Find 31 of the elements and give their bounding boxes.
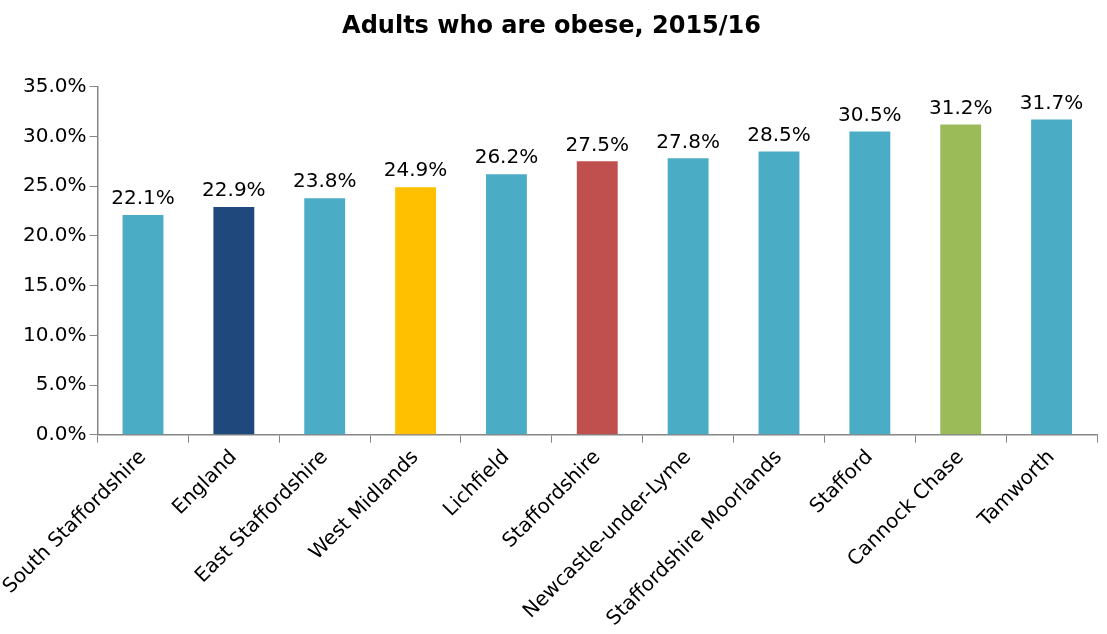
- data-label: 23.8%: [292, 168, 357, 193]
- bar: [122, 215, 164, 435]
- data-label: 27.5%: [565, 131, 630, 156]
- y-tick-label: 0.0%: [35, 420, 87, 445]
- data-label: 28.5%: [747, 121, 811, 146]
- y-tick-label: 20.0%: [23, 222, 87, 247]
- bar: [213, 207, 255, 435]
- y-tick-label: 30.0%: [23, 122, 87, 147]
- data-label: 24.9%: [383, 157, 448, 182]
- data-label: 22.1%: [111, 185, 175, 210]
- bar: [395, 187, 436, 435]
- data-label: 30.5%: [838, 101, 902, 126]
- bar: [849, 131, 891, 435]
- bar: [667, 158, 709, 435]
- data-label: 22.9%: [202, 177, 266, 202]
- data-label: 31.7%: [1019, 89, 1084, 114]
- y-tick-label: 10.0%: [23, 321, 87, 346]
- bar: [304, 198, 346, 435]
- data-label: 31.2%: [928, 94, 993, 119]
- bar: [1031, 119, 1073, 435]
- y-tick-label: 15.0%: [23, 271, 87, 296]
- bar: [485, 174, 527, 435]
- y-tick-label: 25.0%: [23, 172, 87, 197]
- chart-title: Adults who are obese, 2015/16: [342, 10, 761, 39]
- y-tick-label: 5.0%: [35, 371, 87, 396]
- bar: [940, 124, 982, 435]
- bar: [576, 161, 618, 435]
- data-label: 26.2%: [474, 144, 539, 169]
- bar: [758, 151, 800, 435]
- data-label: 27.8%: [656, 128, 720, 153]
- y-tick-label: 35.0%: [23, 73, 87, 97]
